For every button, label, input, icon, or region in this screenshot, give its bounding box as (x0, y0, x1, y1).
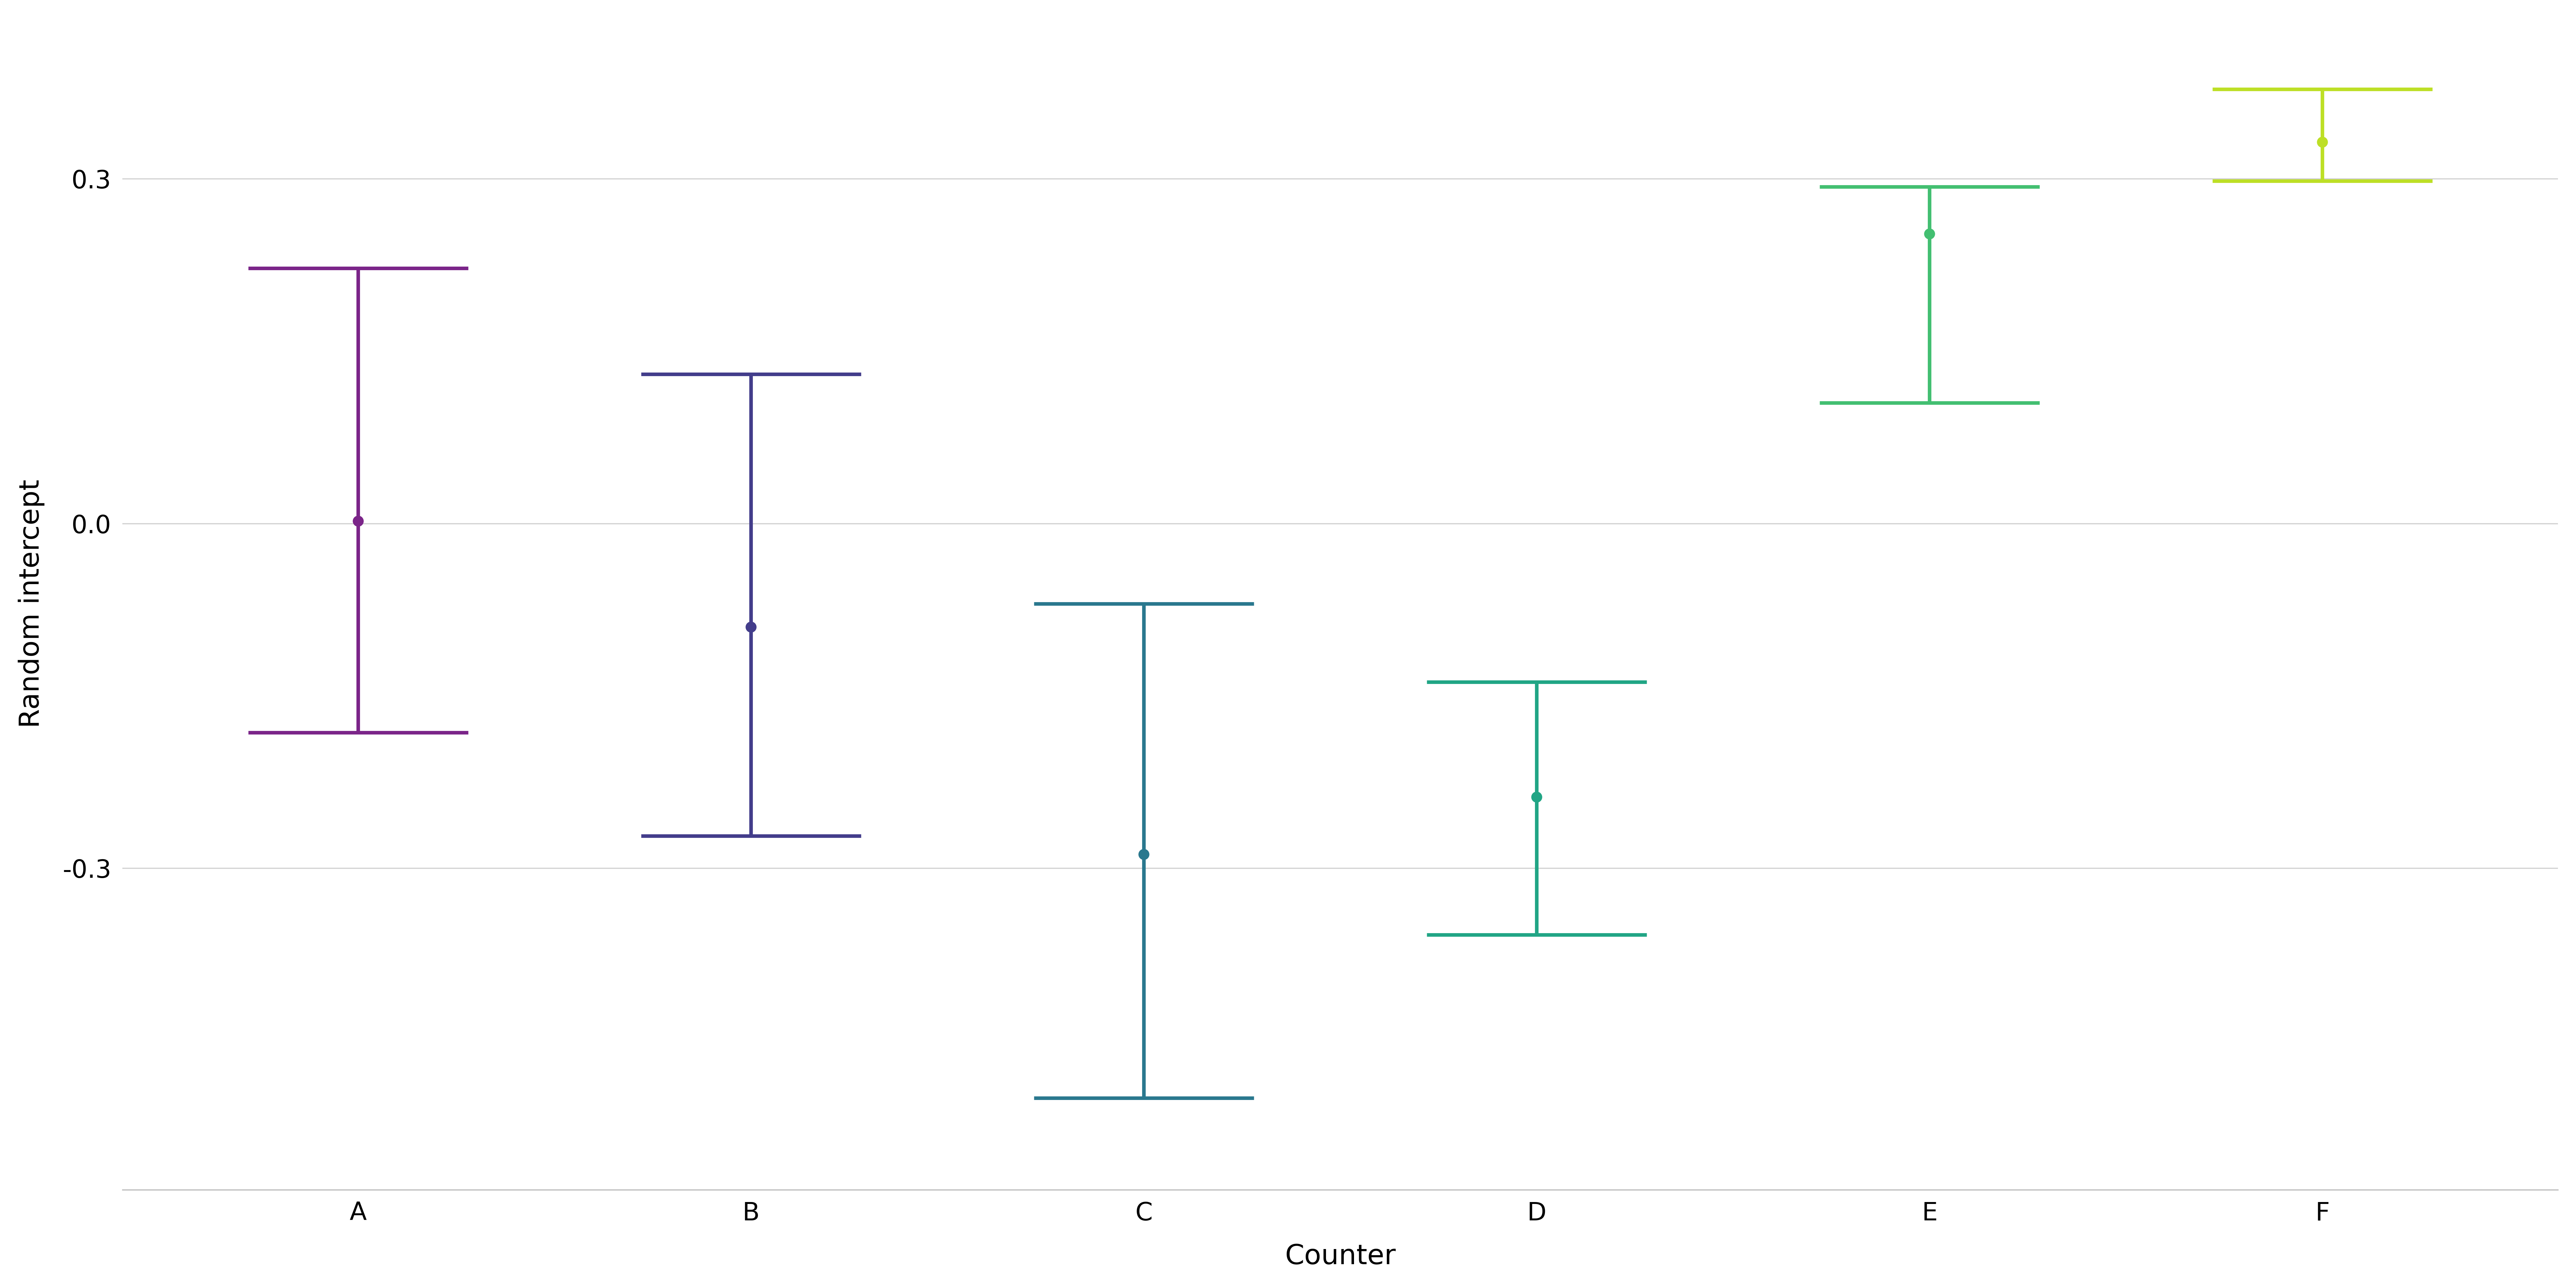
Point (1909, 224, 1950, 245)
Point (2303, 131, 2344, 152)
Point (1517, 787, 1558, 808)
Point (732, 617, 773, 638)
X-axis label: Counter: Counter (1285, 1243, 1396, 1270)
Y-axis label: Random intercept: Random intercept (18, 479, 44, 728)
Point (1123, 844, 1164, 864)
Point (337, 511, 379, 532)
